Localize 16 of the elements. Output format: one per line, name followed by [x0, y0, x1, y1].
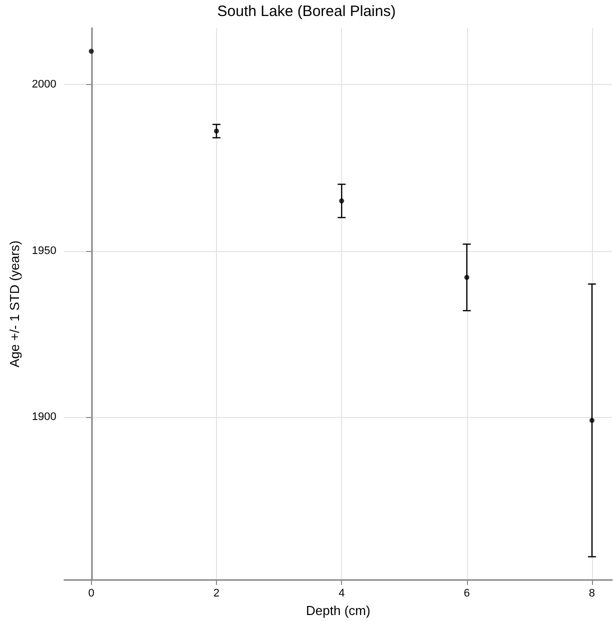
chart-title: South Lake (Boreal Plains) [217, 3, 396, 20]
y-tick-label: 1900 [32, 411, 56, 424]
x-tick-label: 6 [464, 588, 470, 600]
point [339, 198, 344, 204]
point [464, 274, 470, 280]
x-tick-label: 8 [588, 588, 596, 600]
y-axis-title: Age +/- 1 STD (years) [7, 240, 22, 368]
point [88, 48, 94, 54]
y-tick-label: 2000 [32, 78, 56, 91]
x-tick-label: 2 [213, 588, 220, 600]
x-tick-label: 0 [88, 588, 94, 600]
x-axis-title: Depth (cm) [306, 603, 370, 618]
x-tick-label: 4 [338, 588, 345, 600]
y-tick-label: 1950 [32, 244, 56, 257]
point [589, 418, 594, 423]
point [214, 128, 219, 134]
